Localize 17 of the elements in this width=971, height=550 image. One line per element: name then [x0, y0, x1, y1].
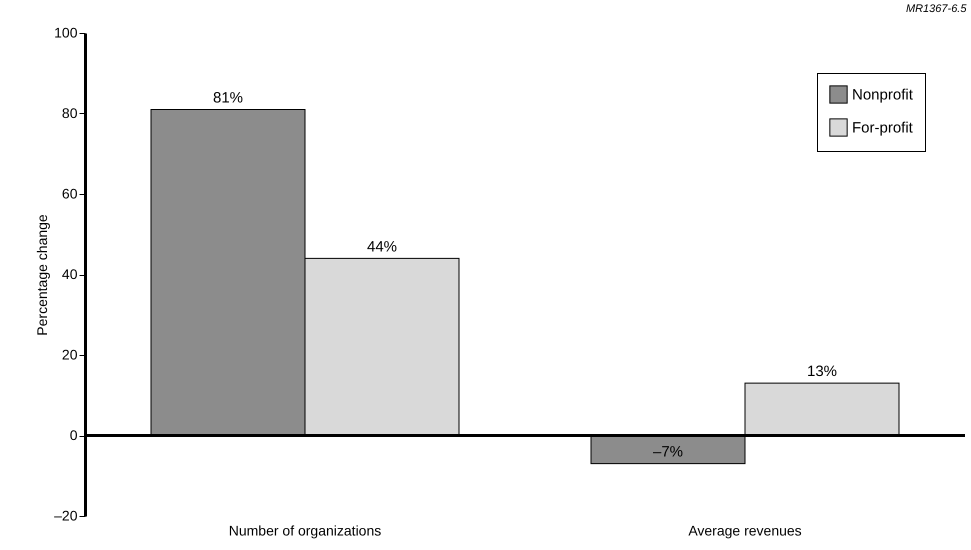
data-label: –7% — [652, 444, 684, 461]
y-tick-label: 20 — [62, 346, 78, 362]
text: MR1367-6.5 — [906, 3, 968, 15]
y-axis-title: Percentage change — [34, 214, 50, 336]
data-label: 13% — [806, 363, 838, 380]
y-tick-label: –20 — [54, 508, 78, 524]
x-tick-label: Number of organizations — [228, 522, 382, 538]
data-label: 81% — [212, 89, 244, 106]
legend-label: Nonprofit — [852, 86, 914, 104]
data-label: 44% — [366, 238, 398, 256]
legend-label: For-profit — [852, 120, 914, 136]
y-tick-label: 80 — [62, 105, 78, 121]
y-tick-label: 40 — [62, 266, 78, 282]
y-tick-label: 60 — [62, 186, 78, 202]
x-tick-label: Average revenues — [688, 522, 802, 538]
y-tick-label: 0 — [70, 427, 78, 443]
y-tick-label: 100 — [54, 24, 78, 40]
